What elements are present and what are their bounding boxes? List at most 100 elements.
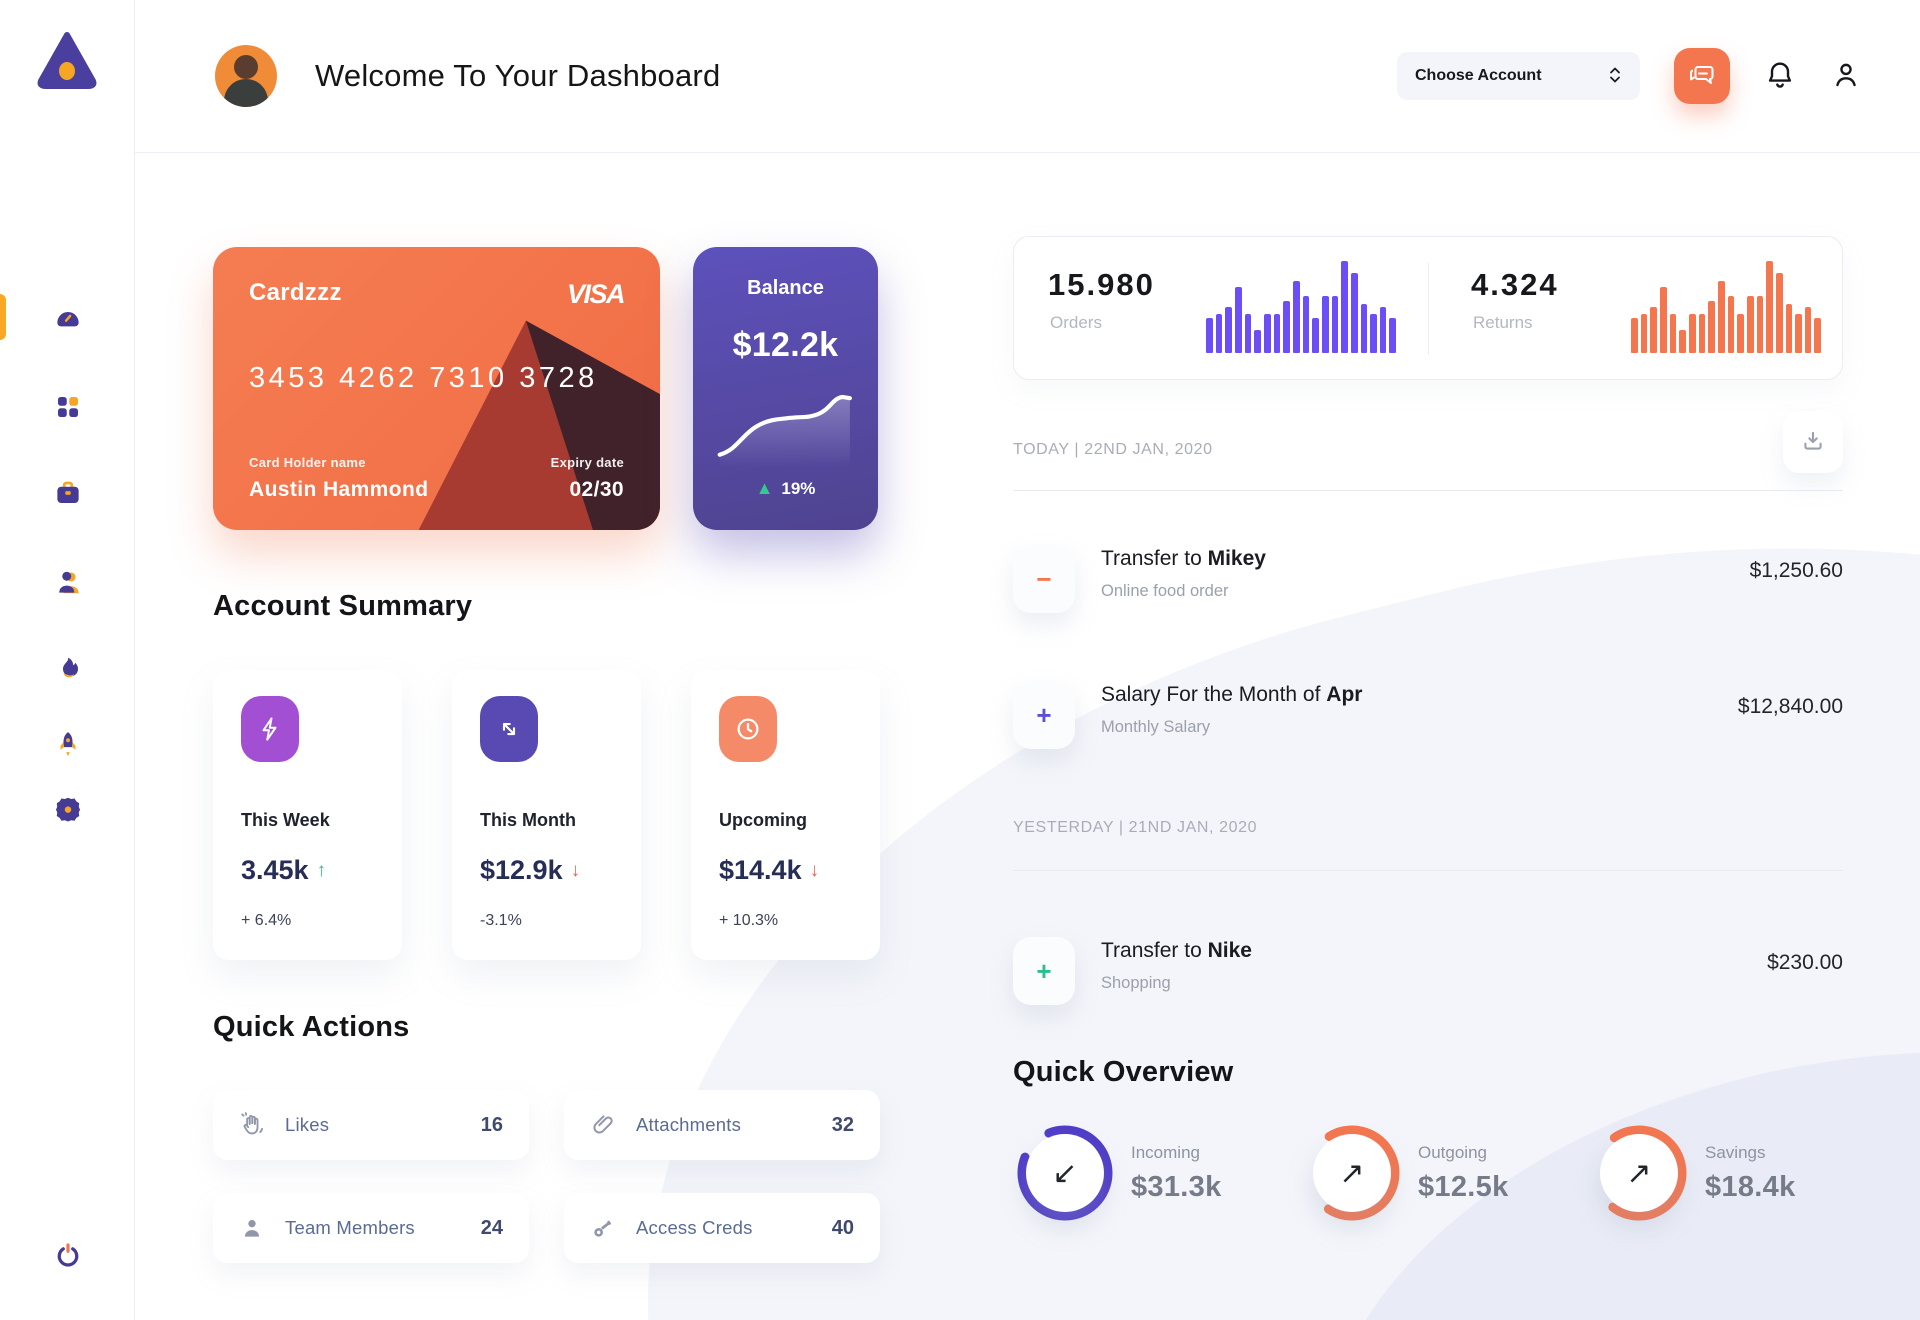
bar [1688,314,1696,353]
summary-card: Upcoming $14.4k ↓ + 10.3% [691,670,880,960]
notifications-button[interactable] [1764,59,1796,94]
transaction-amount: $1,250.60 [1749,559,1843,582]
direction-arrow-icon: ↗ [1626,1155,1652,1191]
quick-action-count: 16 [480,1113,503,1136]
triangle-logo-icon [37,32,97,89]
brand-logo[interactable] [26,18,108,100]
bar [1708,300,1715,353]
quick-action-label: Access Creds [636,1217,753,1238]
bar [1341,261,1348,353]
bar [1804,307,1812,353]
profile-button[interactable] [1830,59,1862,94]
summary-value: $14.4k [719,855,802,885]
orders-returns-card: 15.980 Orders 4.324 Returns [1013,236,1843,380]
sidebar-item-launch[interactable] [0,716,135,772]
download-statement-button[interactable] [1783,411,1843,473]
bar [1331,295,1339,353]
sidebar [0,0,135,1320]
overview-label: Outgoing [1418,1142,1487,1162]
divider [1013,870,1843,871]
bar [1360,304,1368,353]
account-summary-title: Account Summary [213,590,473,622]
orders-mini-bar-chart [1206,261,1397,353]
orders-value: 15.980 [1048,267,1155,302]
sidebar-item-settings[interactable] [0,781,135,837]
card-name: Cardzzz [249,279,342,306]
quick-action-access-creds[interactable]: Access Creds 40 [564,1193,880,1263]
summary-change: -3.1% [480,912,522,929]
sidebar-item-logout[interactable] [0,1228,135,1284]
summary-period: Upcoming [719,810,807,830]
overview-item-incoming: ↙ Incoming $31.3k [1013,1121,1268,1225]
summary-card: This Week 3.45k ↑ + 6.4% [213,670,402,960]
bar [1263,314,1271,353]
bar [1283,300,1290,353]
bar [1795,314,1802,353]
bar [1225,307,1232,353]
bar [1717,281,1725,353]
transaction-amount: $12,840.00 [1737,695,1843,718]
overview-item-savings: ↗ Savings $18.4k [1587,1121,1842,1225]
bar [1737,314,1744,353]
transaction-row[interactable]: − Transfer to Mikey Online food order $1… [1013,545,1843,645]
overview-value: $18.4k [1705,1170,1796,1203]
bar [1756,295,1764,353]
bar [1244,314,1252,353]
overview-item-outgoing: ↗ Outgoing $12.5k [1300,1121,1555,1225]
bar [1669,314,1677,353]
divider [1428,263,1429,355]
overview-label: Incoming [1131,1142,1200,1162]
direction-arrow-icon: ↙ [1052,1155,1078,1191]
active-indicator [0,294,6,340]
bar [1698,314,1706,353]
bar [1746,295,1754,353]
messages-button[interactable] [1674,48,1730,104]
balance-label: Balance [747,277,824,299]
bar [1389,318,1397,353]
choose-account-label: Choose Account [1415,67,1542,84]
download-icon [1800,428,1826,457]
bar [1679,330,1686,353]
transaction-amount: $230.00 [1767,951,1843,974]
summary-period: This Week [241,810,330,830]
transaction-title: Transfer to Nike [1101,939,1252,962]
quick-action-label: Attachments [636,1114,742,1135]
balance-card: Balance $12.2k ▲ 19% [693,247,878,530]
orders-label: Orders [1050,313,1102,332]
balance-amount: $12.2k [732,326,839,364]
bar [1254,330,1261,353]
overview-label: Savings [1705,1142,1766,1162]
bar [1370,314,1377,353]
sidebar-item-trending[interactable] [0,641,135,697]
bar [1640,314,1648,353]
card-holder-label: Card Holder name [249,455,366,470]
quick-action-likes[interactable]: Likes 16 [213,1090,529,1160]
card-holder-name: Austin Hammond [249,478,429,501]
paperclip-icon [590,1112,616,1138]
direction-arrow-icon: ↗ [1339,1155,1365,1191]
choose-account-select[interactable]: Choose Account [1397,52,1640,100]
bar [1215,314,1223,353]
bar [1350,272,1358,353]
card-expiry: 02/30 [569,478,624,501]
bar [1814,318,1822,353]
credit-card: Cardzzz VISA 3453 4262 7310 3728 Card Ho… [213,247,660,530]
user-icon [53,567,83,597]
sidebar-item-team[interactable] [0,554,135,610]
overview-ring: ↙ [1013,1121,1117,1225]
overview-ring: ↗ [1300,1121,1404,1225]
balance-change: 19% [781,478,816,498]
returns-value: 4.324 [1471,267,1559,302]
bar [1234,286,1242,353]
card-number: 3453 4262 7310 3728 [249,362,598,394]
quick-action-team-members[interactable]: Team Members 24 [213,1193,529,1263]
sidebar-item-work[interactable] [0,465,135,521]
bar [1321,295,1329,353]
transaction-row[interactable]: + Transfer to Nike Shopping $230.00 [1013,937,1843,1037]
quick-action-attachments[interactable]: Attachments 32 [564,1090,880,1160]
transaction-row[interactable]: + Salary For the Month of Apr Monthly Sa… [1013,681,1843,781]
bar [1650,307,1657,353]
transaction-sign-icon: + [1013,681,1075,749]
sidebar-item-apps[interactable] [0,379,135,435]
sidebar-item-dashboard[interactable] [0,289,135,345]
